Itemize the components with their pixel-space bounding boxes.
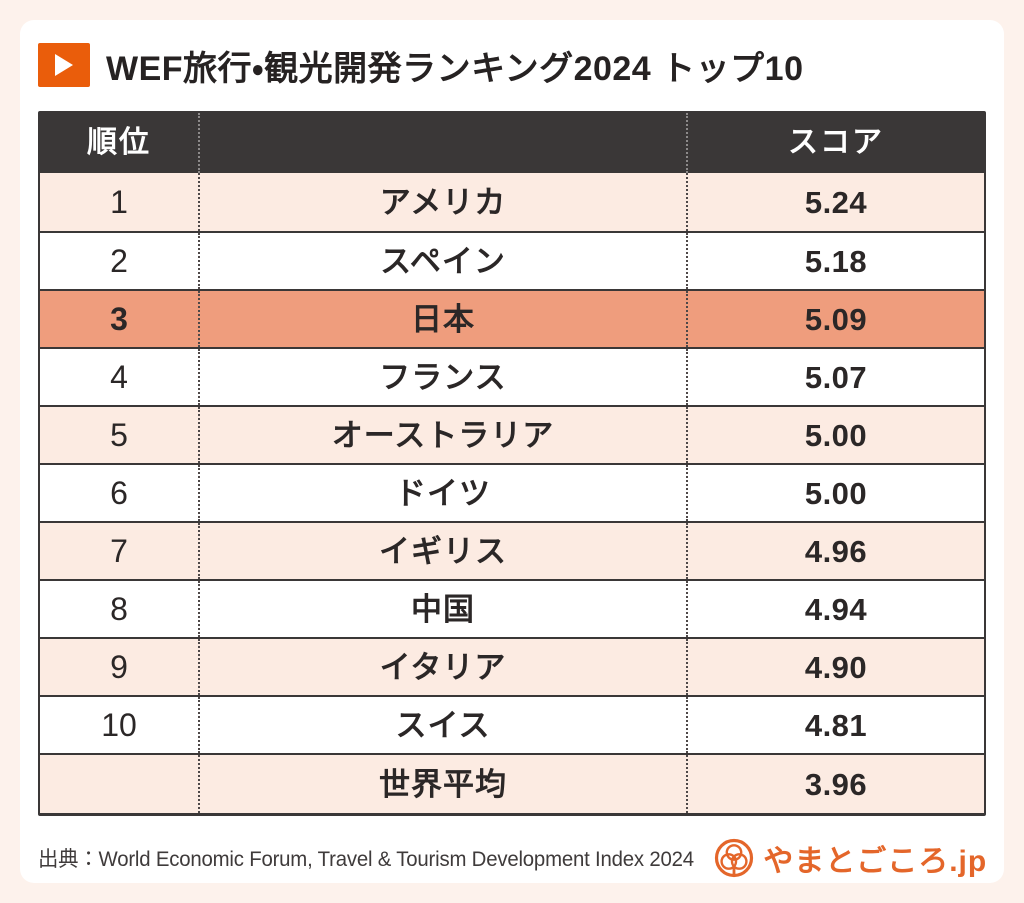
source-text: 出典：World Economic Forum, Travel & Touris… (38, 848, 694, 871)
country-cell: スペイン (200, 233, 688, 289)
country-cell: 世界平均 (200, 755, 688, 813)
logo: やまとごころ.jp (714, 836, 987, 880)
page-title: WEF旅行・観光開発ランキング2024 トップ10 (106, 49, 804, 88)
rank-cell: 10 (40, 697, 200, 753)
table-row: 10 スイス 4.81 (40, 695, 984, 753)
score-cell: 5.18 (804, 243, 868, 279)
header-rank: 順位 (40, 113, 200, 173)
table-row: 9 イタリア 4.90 (40, 637, 984, 695)
table-row: 1 アメリカ 5.24 (40, 173, 984, 231)
score-cell: 5.24 (804, 184, 868, 220)
table-row: 3 日本 5.09 (40, 289, 984, 347)
rank-cell: 1 (40, 173, 200, 231)
rank-cell: 4 (40, 349, 200, 405)
ranking-table: 順位 スコア 1 アメリカ 5.24 2 スペイン 5.18 3 日本 5.09… (38, 111, 986, 816)
country-cell: 中国 (200, 581, 688, 637)
country-cell: アメリカ (200, 173, 688, 231)
table-row: 8 中国 4.94 (40, 579, 984, 637)
rank-cell: 3 (40, 291, 200, 347)
score-cell: 5.00 (804, 475, 868, 511)
score-cell: 5.09 (804, 301, 868, 337)
table-row: 6 ドイツ 5.00 (40, 463, 984, 521)
table-row: 7 イギリス 4.96 (40, 521, 984, 579)
rank-cell: 7 (40, 523, 200, 579)
table-header: 順位 スコア (40, 113, 984, 173)
table-row: 2 スペイン 5.18 (40, 231, 984, 289)
rank-cell: 6 (40, 465, 200, 521)
country-cell: イタリア (200, 639, 688, 695)
score-cell: 5.00 (804, 417, 868, 453)
country-cell: フランス (200, 349, 688, 405)
header-score: スコア (788, 126, 884, 159)
rank-cell: 8 (40, 581, 200, 637)
rank-cell: 5 (40, 407, 200, 463)
country-cell: ドイツ (200, 465, 688, 521)
table-row: 4 フランス 5.07 (40, 347, 984, 405)
country-cell: オーストラリア (200, 407, 688, 463)
yamatogokoro-logo-icon (714, 838, 754, 878)
table-row: 世界平均 3.96 (40, 753, 984, 813)
rank-cell: 2 (40, 233, 200, 289)
table-body: 1 アメリカ 5.24 2 スペイン 5.18 3 日本 5.09 4 フランス… (40, 173, 984, 813)
table-row: 5 オーストラリア 5.00 (40, 405, 984, 463)
country-cell: スイス (200, 697, 688, 753)
score-cell: 5.07 (804, 359, 868, 395)
card: WEF旅行・観光開発ランキング2024 トップ10 順位 スコア 1 アメリカ … (20, 20, 1004, 883)
title-row: WEF旅行・観光開発ランキング2024 トップ10 (38, 34, 986, 96)
score-cell: 4.81 (804, 707, 868, 743)
country-cell: イギリス (200, 523, 688, 579)
score-cell: 4.90 (804, 649, 868, 685)
rank-cell: 9 (40, 639, 200, 695)
header-country (200, 113, 688, 173)
score-cell: 3.96 (804, 766, 868, 802)
logo-text: やまとごころ.jp (763, 845, 988, 878)
rank-cell (40, 755, 200, 813)
footer: 出典：World Economic Forum, Travel & Touris… (38, 837, 986, 879)
score-cell: 4.96 (804, 533, 868, 569)
country-cell: 日本 (200, 291, 688, 347)
score-cell: 4.94 (804, 591, 868, 627)
play-icon (38, 43, 90, 87)
